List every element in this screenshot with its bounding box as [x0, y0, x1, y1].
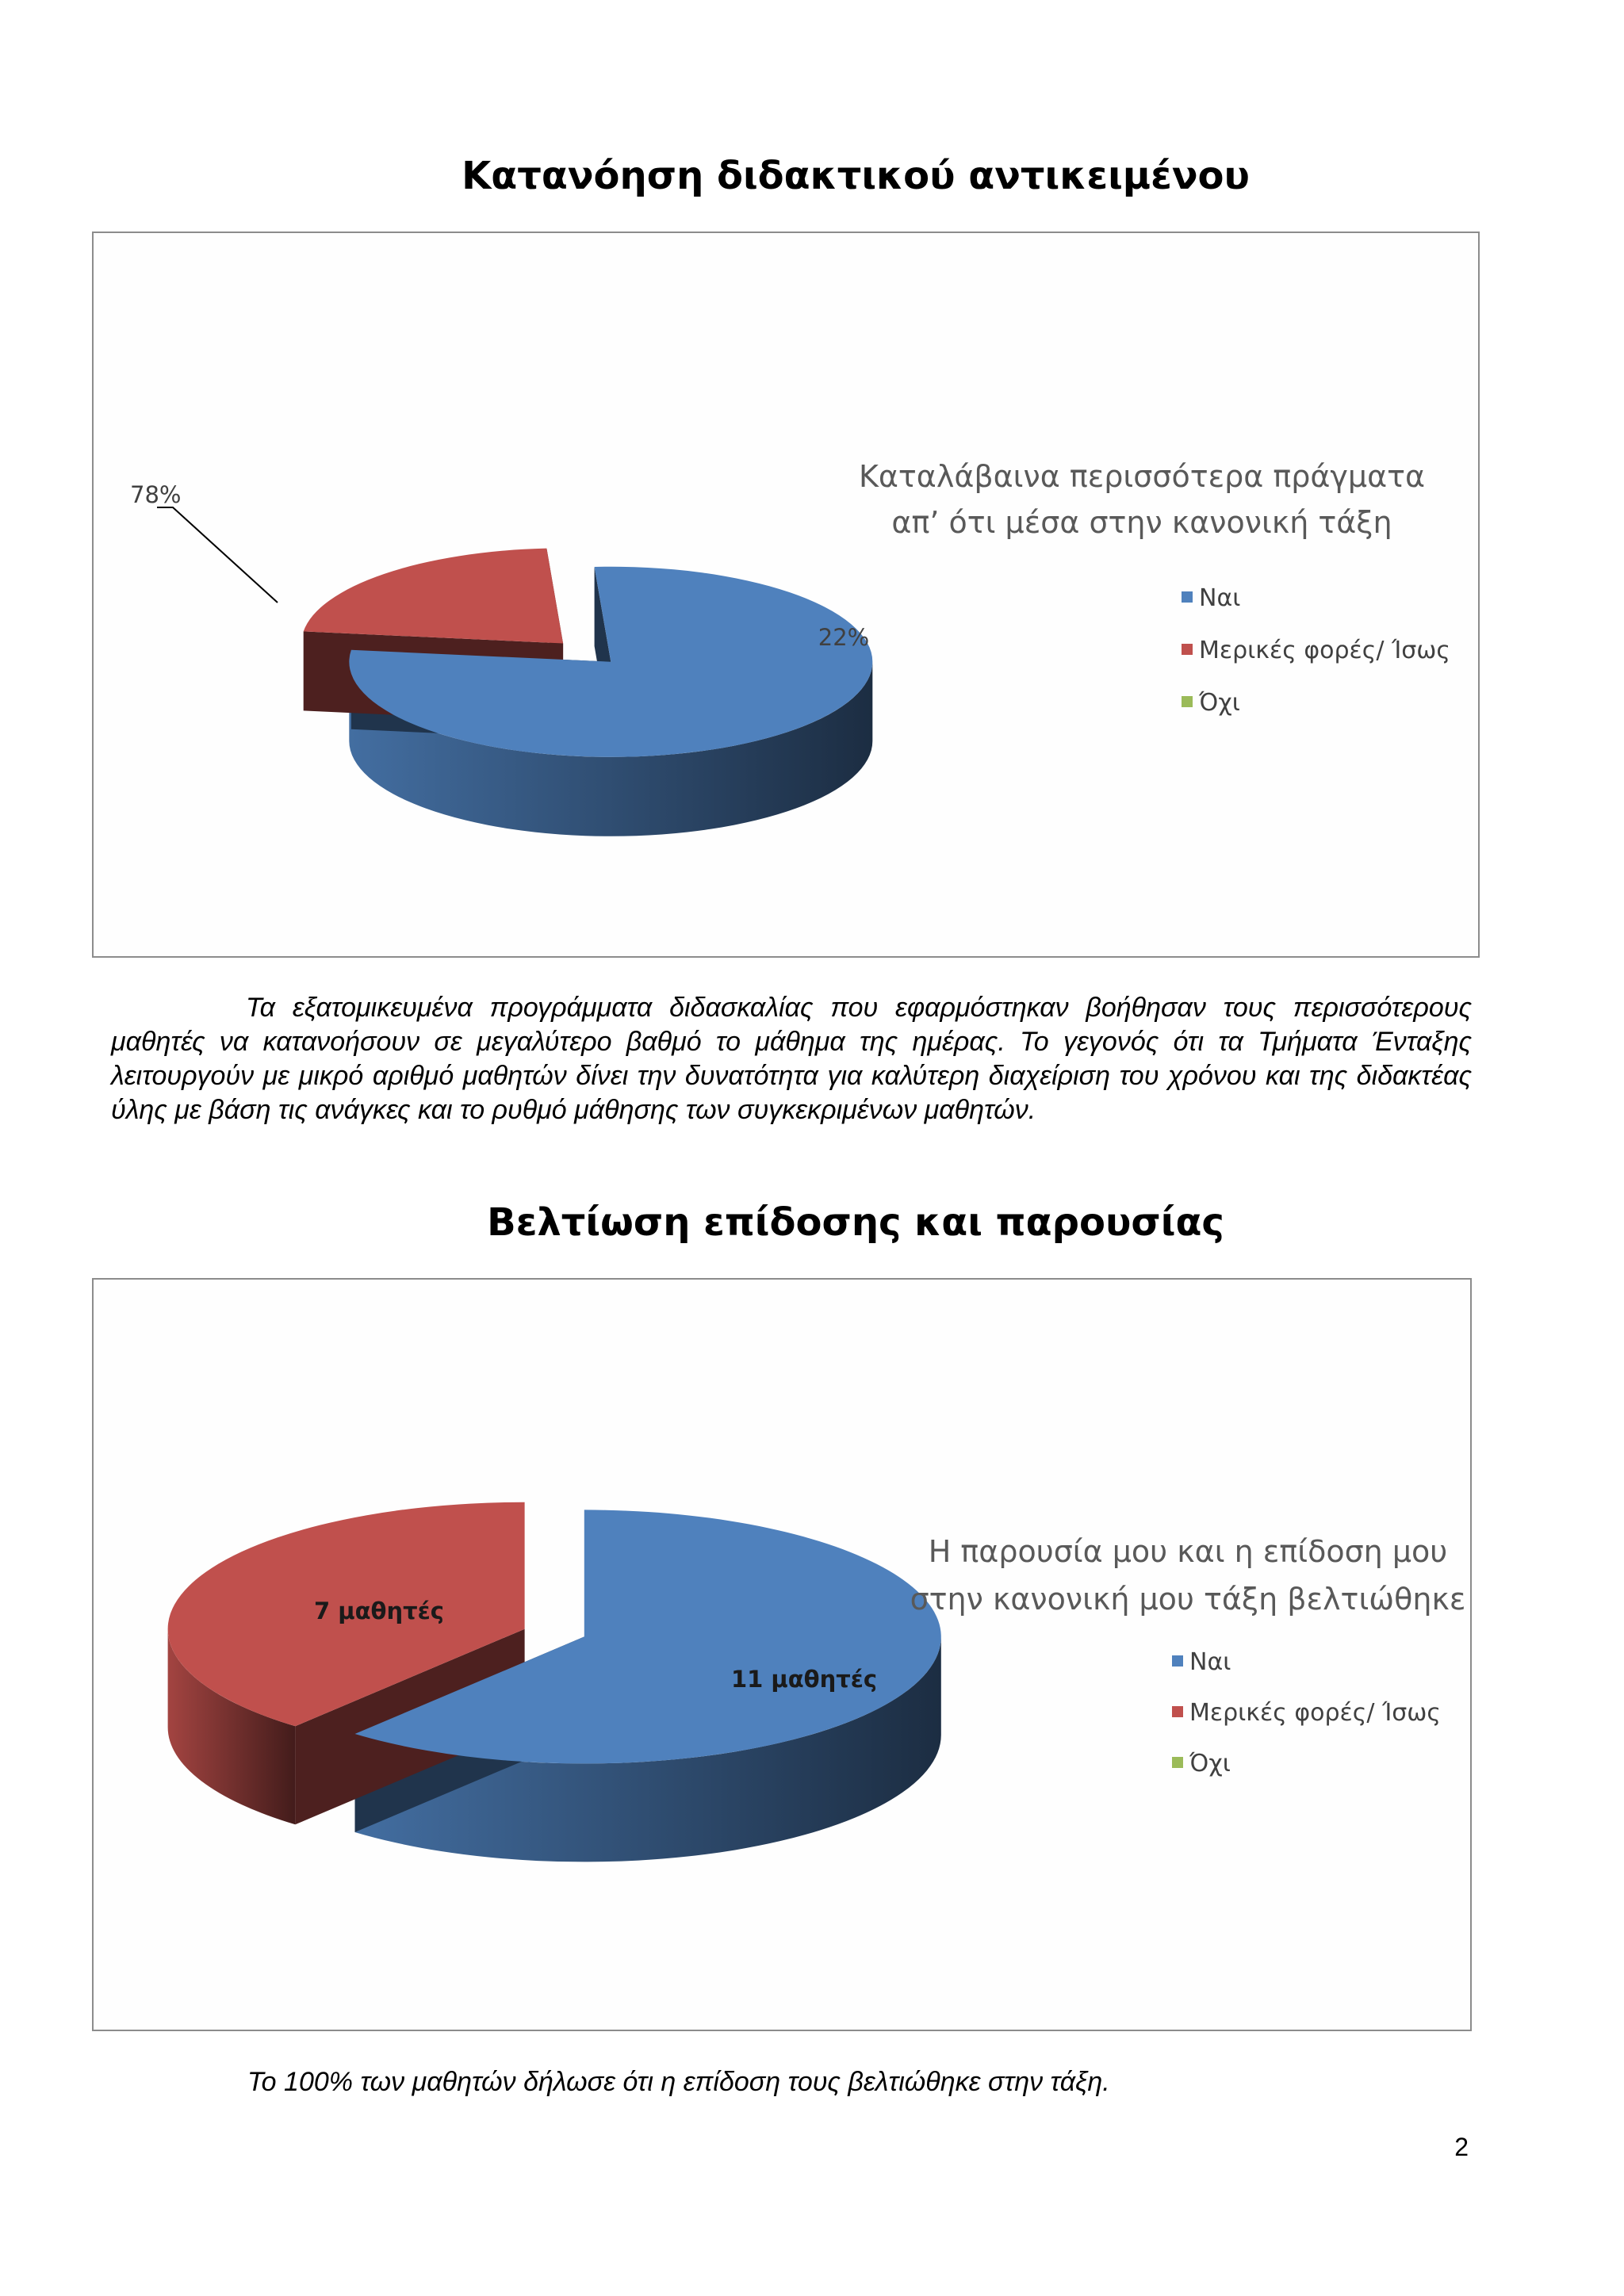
- chart-1-title-line-2: απ’ ότι μέσα στην κανονική τάξη: [891, 505, 1392, 540]
- chart-2-title-line-1: Η παρουσία μου και η επίδοση μου: [929, 1534, 1447, 1569]
- pie-data-label: 11 μαθητές: [731, 1666, 877, 1693]
- page-number: 2: [1454, 2133, 1469, 2161]
- chart-2-title-line-2: στην κανονική μου τάξη βελτιώθηκε: [910, 1582, 1466, 1617]
- legend-entry: Μερικές φορές/ Ίσως: [1199, 637, 1450, 664]
- legend-entry: Μερικές φορές/ Ίσως: [1189, 1699, 1441, 1727]
- pie-slice-side: [349, 661, 873, 836]
- legend-swatch: [1172, 1706, 1183, 1717]
- legend-swatch: [1182, 591, 1193, 603]
- legend-entry: Ναι: [1199, 584, 1240, 612]
- legend-swatch: [1172, 1757, 1183, 1768]
- section-heading-comprehension: Κατανόηση διδακτικού αντικειμένου: [462, 154, 1250, 198]
- pie-slice-top: [349, 566, 873, 757]
- legend-entry: Όχι: [1189, 1750, 1231, 1777]
- chart-2-data-labels: 11 μαθητές 7 μαθητές: [314, 1598, 877, 1693]
- section-heading-performance: Βελτίωση επίδοσης και παρουσίας: [487, 1200, 1224, 1245]
- pie-data-label: 7 μαθητές: [314, 1598, 444, 1624]
- pie-slice-side: [167, 1628, 296, 1825]
- pie-slice-top: [354, 1510, 941, 1764]
- chart-comprehension: Καταλάβαινα περισσότερα πράγματα απ’ ότι…: [92, 232, 1480, 958]
- legend-swatch: [1182, 644, 1193, 655]
- body-paragraph: Τα εξατομικευμένα προγράμματα διδασκαλία…: [111, 993, 1472, 1125]
- legend-swatch: [1172, 1655, 1183, 1667]
- pie-slice-top: [167, 1502, 525, 1727]
- pie-data-label: 22%: [818, 624, 869, 651]
- chart-2-legend: Ναι Μερικές φορές/ Ίσως Όχι: [1172, 1648, 1441, 1777]
- chart-1-legend: Ναι Μερικές φορές/ Ίσως Όχι: [1182, 584, 1450, 717]
- pie-data-label: 78%: [130, 481, 181, 508]
- chart-performance-svg: Η παρουσία μου και η επίδοση μου στην κα…: [167, 1502, 1466, 1862]
- chart-comprehension-svg: Καταλάβαινα περισσότερα πράγματα απ’ ότι…: [130, 459, 1450, 836]
- chart-2-pie: [167, 1502, 941, 1862]
- legend-entry: Όχι: [1198, 689, 1240, 717]
- pie-slice-side: [354, 1636, 941, 1862]
- chart-1-pie: [303, 548, 873, 836]
- legend-swatch: [1182, 696, 1193, 707]
- legend-entry: Ναι: [1189, 1648, 1231, 1676]
- pie-slice-top: [303, 548, 564, 644]
- chart-performance: Η παρουσία μου και η επίδοση μου στην κα…: [92, 1278, 1472, 2031]
- pie-leader-line: [157, 507, 278, 603]
- chart-1-title-line-1: Καταλάβαινα περισσότερα πράγματα: [859, 459, 1425, 494]
- chart-1-data-labels: 78% 22%: [130, 481, 869, 651]
- footnote-text: Το 100% των μαθητών δήλωσε ότι η επίδοση…: [247, 2067, 1110, 2097]
